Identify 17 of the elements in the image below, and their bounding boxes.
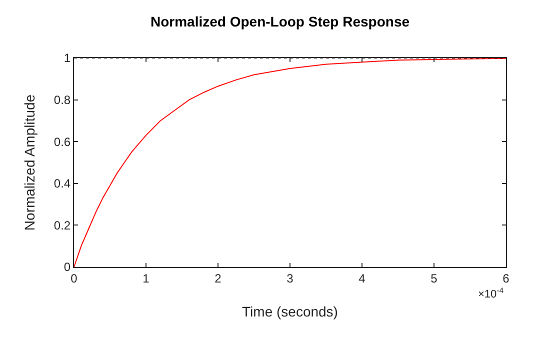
x-tick-label: 6 — [502, 271, 510, 286]
y-axis-title: Normalized Amplitude — [22, 94, 38, 231]
y-tick-label: 1 — [64, 51, 71, 66]
y-tick-label: 0 — [64, 260, 71, 274]
x-tick-label: 1 — [142, 271, 150, 286]
y-tick-label: 0.2 — [54, 218, 71, 232]
x-tick-label: 2 — [214, 271, 222, 286]
y-tick-label: 0.4 — [54, 176, 71, 191]
text: ×10$^{-4}$ — [478, 286, 504, 301]
chart-title: Normalized Open-Loop Step Response — [150, 14, 410, 30]
x-tick-label: 5 — [430, 271, 438, 286]
x-axis-title: Time (seconds) — [242, 304, 338, 320]
y-tick-label: 0.6 — [54, 134, 71, 149]
line-series — [74, 58, 506, 267]
x-tick-label: 4 — [358, 271, 366, 286]
y-tick-label: 0.8 — [54, 93, 71, 107]
x-tick-label: 3 — [286, 271, 294, 286]
